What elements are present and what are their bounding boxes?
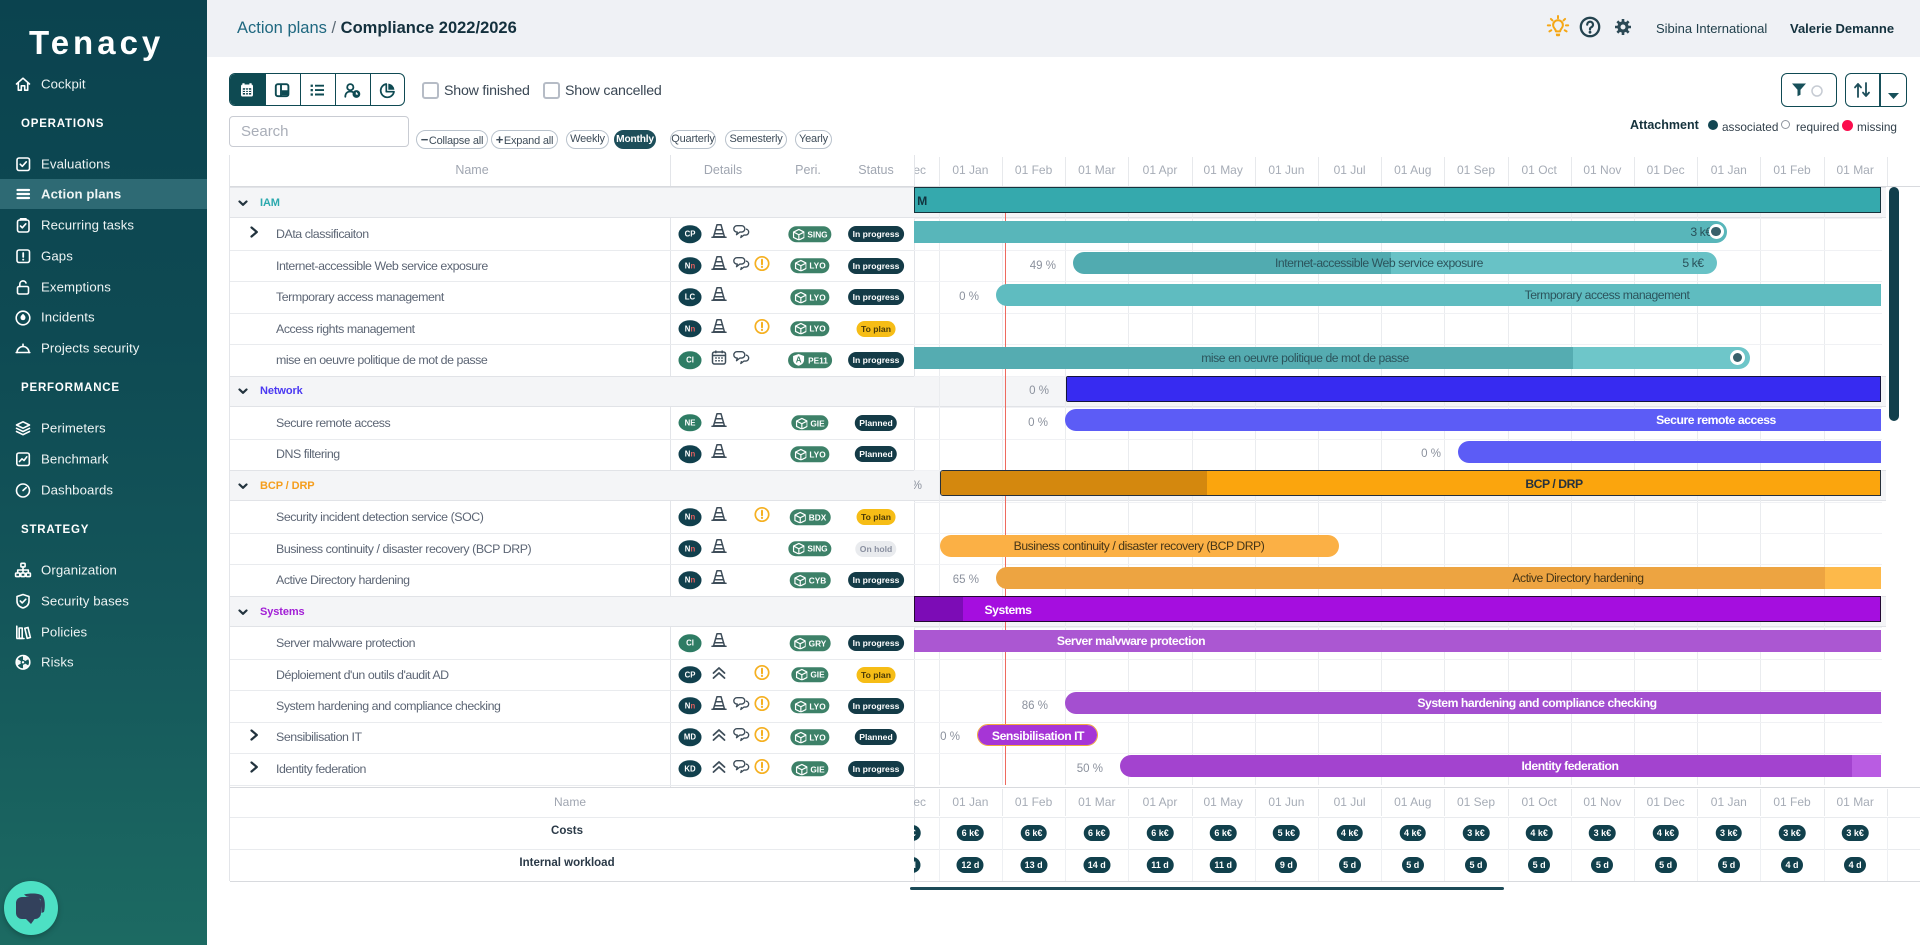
svg-text:A: A [796,356,802,365]
